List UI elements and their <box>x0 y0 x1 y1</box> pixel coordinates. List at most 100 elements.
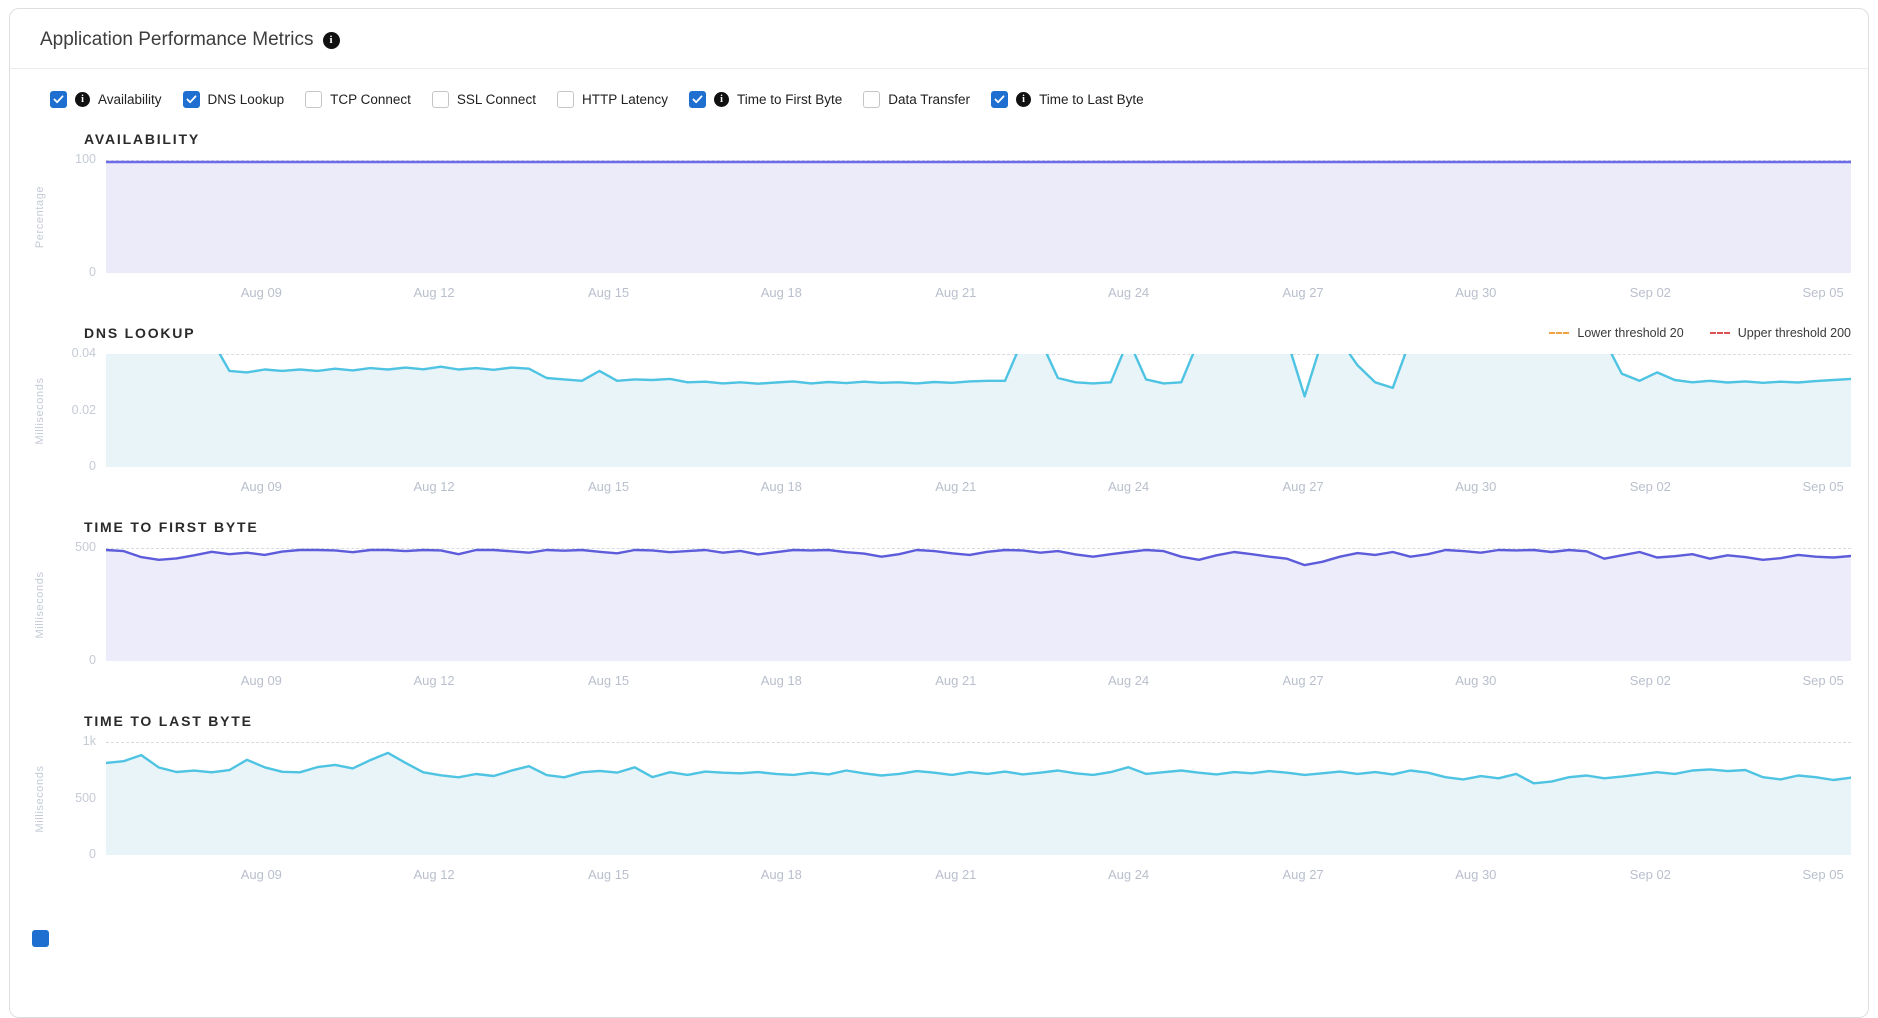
x-tick-label: Aug 27 <box>1282 285 1324 300</box>
chart-line <box>106 550 1851 565</box>
gridline <box>106 548 1851 549</box>
chart-plot-area[interactable] <box>106 548 1851 661</box>
x-axis-labels: Aug 09 Aug 12 Aug 15 Aug 18 Aug 21 Aug 24 Aug … <box>106 667 1851 696</box>
chart-line <box>106 753 1851 783</box>
y-tick-label: 500 <box>75 540 96 554</box>
filter-item-http-latency[interactable]: HTTP Latency <box>556 91 668 108</box>
x-tick-label: Aug 09 <box>240 479 282 494</box>
y-tick-label: 0.04 <box>71 346 96 360</box>
y-tick-label: 500 <box>75 790 96 805</box>
x-tick-label: Sep 02 <box>1629 285 1671 300</box>
plot-column: Aug 09 Aug 12 Aug 15 Aug 18 Aug 21 Aug 24 Aug … <box>106 160 1851 308</box>
y-axis: Milliseconds 500 0 <box>32 540 106 667</box>
chart-svg <box>106 742 1851 855</box>
x-tick-label: Sep 05 <box>1802 673 1844 688</box>
x-tick-label: Aug 18 <box>760 479 802 494</box>
info-icon[interactable]: i <box>75 92 90 107</box>
checkmark-icon <box>994 95 1005 104</box>
x-tick-label: Sep 02 <box>1629 673 1671 688</box>
filter-item-tcp-connect[interactable]: TCP Connect <box>305 91 411 108</box>
x-tick-label: Aug 30 <box>1455 673 1497 688</box>
metrics-card: Application Performance Metrics i i Avai… <box>9 8 1869 1018</box>
filter-item-time-to-last-byte[interactable]: i Time to Last Byte <box>991 91 1144 108</box>
checkmark-icon <box>692 95 703 104</box>
x-tick-label: Aug 18 <box>760 673 802 688</box>
x-tick-label: Aug 15 <box>587 867 630 882</box>
chart-title-row: AVAILABILITY <box>84 131 1851 147</box>
gridline <box>106 742 1851 743</box>
chart-title-row: TIME TO FIRST BYTE <box>84 519 1851 535</box>
x-tick-label: Aug 27 <box>1282 673 1324 688</box>
legend-item-upper-threshold-200: Upper threshold 200 <box>1709 326 1851 340</box>
x-tick-label: Aug 24 <box>1107 673 1150 688</box>
info-icon[interactable]: i <box>322 31 340 49</box>
chart-area-fill <box>106 550 1851 661</box>
filter-item-data-transfer[interactable]: Data Transfer <box>863 91 970 108</box>
chart-svg <box>106 548 1851 661</box>
x-tick-label: Aug 18 <box>760 867 802 882</box>
info-icon[interactable]: i <box>1016 92 1032 107</box>
chart-body: Milliseconds 1k 500 0 Aug 09 Aug 12 Aug 15 Au… <box>32 734 1851 890</box>
chart-title-row: TIME TO LAST BYTE <box>84 713 1851 729</box>
checkbox-time-to-last-byte[interactable] <box>991 91 1009 108</box>
page-title: Application Performance Metrics <box>40 29 314 50</box>
x-tick-label: Aug 12 <box>413 867 455 882</box>
checkmark-icon <box>53 95 64 104</box>
x-tick-label: Aug 12 <box>413 673 455 688</box>
card-header: Application Performance Metrics i <box>10 9 1868 69</box>
chart-title: AVAILABILITY <box>84 131 200 147</box>
chart-plot-area[interactable] <box>106 160 1851 273</box>
chart-body: Percentage 100 0 Aug 09 Aug 12 Aug 15 Aug 18… <box>32 152 1851 308</box>
chart-title: TIME TO LAST BYTE <box>84 713 253 729</box>
x-tick-label: Aug 24 <box>1107 867 1150 882</box>
x-tick-label: Sep 05 <box>1802 867 1844 882</box>
x-tick-label: Sep 02 <box>1629 479 1671 494</box>
y-tick-label: 100 <box>75 152 96 166</box>
x-tick-label: Aug 21 <box>935 673 977 688</box>
y-axis: Milliseconds 0.04 0.02 0 <box>32 346 106 473</box>
checkbox-data-transfer[interactable] <box>863 91 881 108</box>
filter-label: Availability <box>98 92 162 107</box>
info-icon[interactable]: i <box>714 92 729 107</box>
y-tick-label: 0 <box>89 459 96 473</box>
checkbox-availability[interactable] <box>50 91 67 108</box>
checkbox-tcp-connect[interactable] <box>305 91 323 108</box>
chart-plot-area[interactable] <box>106 354 1851 467</box>
checkbox-ssl-connect[interactable] <box>431 91 449 108</box>
filter-item-availability[interactable]: i Availability <box>50 91 162 108</box>
partial-checkbox-below-fold[interactable] <box>32 930 49 947</box>
chart-area-fill <box>106 162 1851 273</box>
x-tick-label: Aug 24 <box>1107 479 1150 494</box>
checkbox-dns-lookup[interactable] <box>182 91 200 108</box>
filter-item-dns-lookup[interactable]: DNS Lookup <box>182 91 284 108</box>
x-tick-label: Aug 21 <box>935 479 977 494</box>
y-ticks: 100 0 <box>32 152 106 279</box>
y-ticks: 0.04 0.02 0 <box>32 346 106 473</box>
y-tick-label: 0 <box>89 265 96 279</box>
chart-plot-area[interactable] <box>106 742 1851 855</box>
checkmark-icon <box>186 95 196 104</box>
x-tick-label: Aug 30 <box>1455 867 1497 882</box>
x-axis-labels: Aug 09 Aug 12 Aug 15 Aug 18 Aug 21 Aug 24 Aug … <box>106 279 1851 308</box>
x-tick-label: Aug 30 <box>1455 285 1497 300</box>
plot-column: Aug 09 Aug 12 Aug 15 Aug 18 Aug 21 Aug 24 Aug … <box>106 548 1851 696</box>
filter-item-ssl-connect[interactable]: SSL Connect <box>431 91 536 108</box>
y-ticks: 1k 500 0 <box>32 734 106 861</box>
checkbox-time-to-first-byte[interactable] <box>689 91 706 108</box>
chart-legend: Lower threshold 20 Upper threshold 200 <box>1549 326 1851 340</box>
x-tick-label: Aug 24 <box>1107 285 1150 300</box>
gridline <box>106 160 1851 161</box>
threshold-dash-icon <box>1709 332 1730 334</box>
x-tick-label: Aug 15 <box>587 479 630 494</box>
filter-label: Time to First Byte <box>737 92 843 107</box>
chart-time-to-first-byte: TIME TO FIRST BYTE Milliseconds 500 0 Aug… <box>10 506 1868 700</box>
plot-column: Aug 09 Aug 12 Aug 15 Aug 18 Aug 21 Aug 24 Aug … <box>106 742 1851 890</box>
x-tick-label: Aug 09 <box>240 285 282 300</box>
plot-column: Aug 09 Aug 12 Aug 15 Aug 18 Aug 21 Aug 24 Aug … <box>106 354 1851 502</box>
checkbox-http-latency[interactable] <box>556 91 574 108</box>
filter-item-time-to-first-byte[interactable]: i Time to First Byte <box>689 91 842 108</box>
x-tick-label: Sep 05 <box>1802 285 1844 300</box>
x-axis-labels: Aug 09 Aug 12 Aug 15 Aug 18 Aug 21 Aug 24 Aug … <box>106 473 1851 502</box>
legend-label: Lower threshold 20 <box>1577 326 1684 340</box>
chart-title: TIME TO FIRST BYTE <box>84 519 259 535</box>
